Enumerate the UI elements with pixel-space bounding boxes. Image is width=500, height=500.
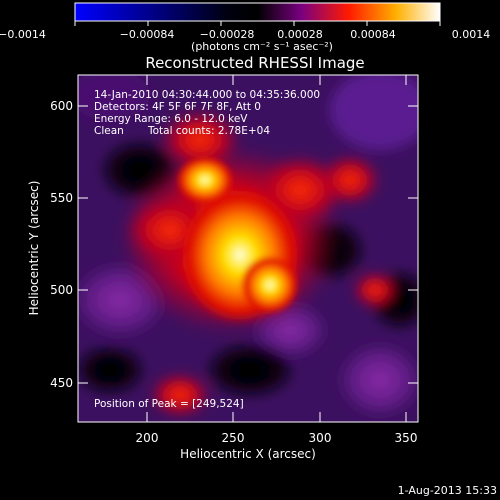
- x-tick-label: 350: [395, 431, 418, 445]
- colorbar-tick-label: 0.0014: [452, 28, 491, 41]
- plot-title: Reconstructed RHESSI Image: [145, 54, 364, 72]
- y-axis-label: Heliocentric Y (arcsec): [27, 181, 41, 316]
- rhessi-image: [78, 75, 418, 422]
- x-tick-label: 200: [136, 431, 159, 445]
- x-axis-label: Heliocentric X (arcsec): [180, 447, 316, 461]
- info-energy-range: Energy Range: 6.0 - 12.0 keV: [94, 113, 248, 125]
- y-tick-label: 500: [50, 283, 73, 297]
- generation-date: 1-Aug-2013 15:33: [398, 484, 497, 497]
- peak-position-label: Position of Peak = [249,524]: [94, 398, 244, 410]
- colorbar-tick-label: −0.0014: [0, 28, 46, 41]
- colorbar-tick-label: 0.00084: [350, 28, 396, 41]
- y-tick-label: 550: [50, 191, 73, 205]
- plot-frame: [77, 74, 419, 423]
- y-tick-label: 450: [50, 376, 73, 390]
- colorbar: [74, 2, 441, 22]
- info-time-range: 14-Jan-2010 04:30:44.000 to 04:35:36.000: [94, 89, 320, 101]
- x-tick-label: 300: [309, 431, 332, 445]
- info-algorithm: Clean: [94, 125, 124, 137]
- y-tick-label: 600: [50, 99, 73, 113]
- colorbar-tick-label: 0.00028: [277, 28, 323, 41]
- colorbar-ticks: [74, 21, 441, 26]
- colorbar-tick-label: −0.00028: [200, 28, 255, 41]
- info-total-counts: Total counts: 2.78E+04: [147, 125, 270, 137]
- x-tick-label: 250: [222, 431, 245, 445]
- info-detectors: Detectors: 4F 5F 6F 7F 8F, Att 0: [94, 101, 261, 113]
- colorbar-unit-label: (photons cm⁻² s⁻¹ asec⁻²): [191, 40, 333, 53]
- axis-ticks: [78, 75, 418, 422]
- colorbar-tick-label: −0.00084: [120, 28, 175, 41]
